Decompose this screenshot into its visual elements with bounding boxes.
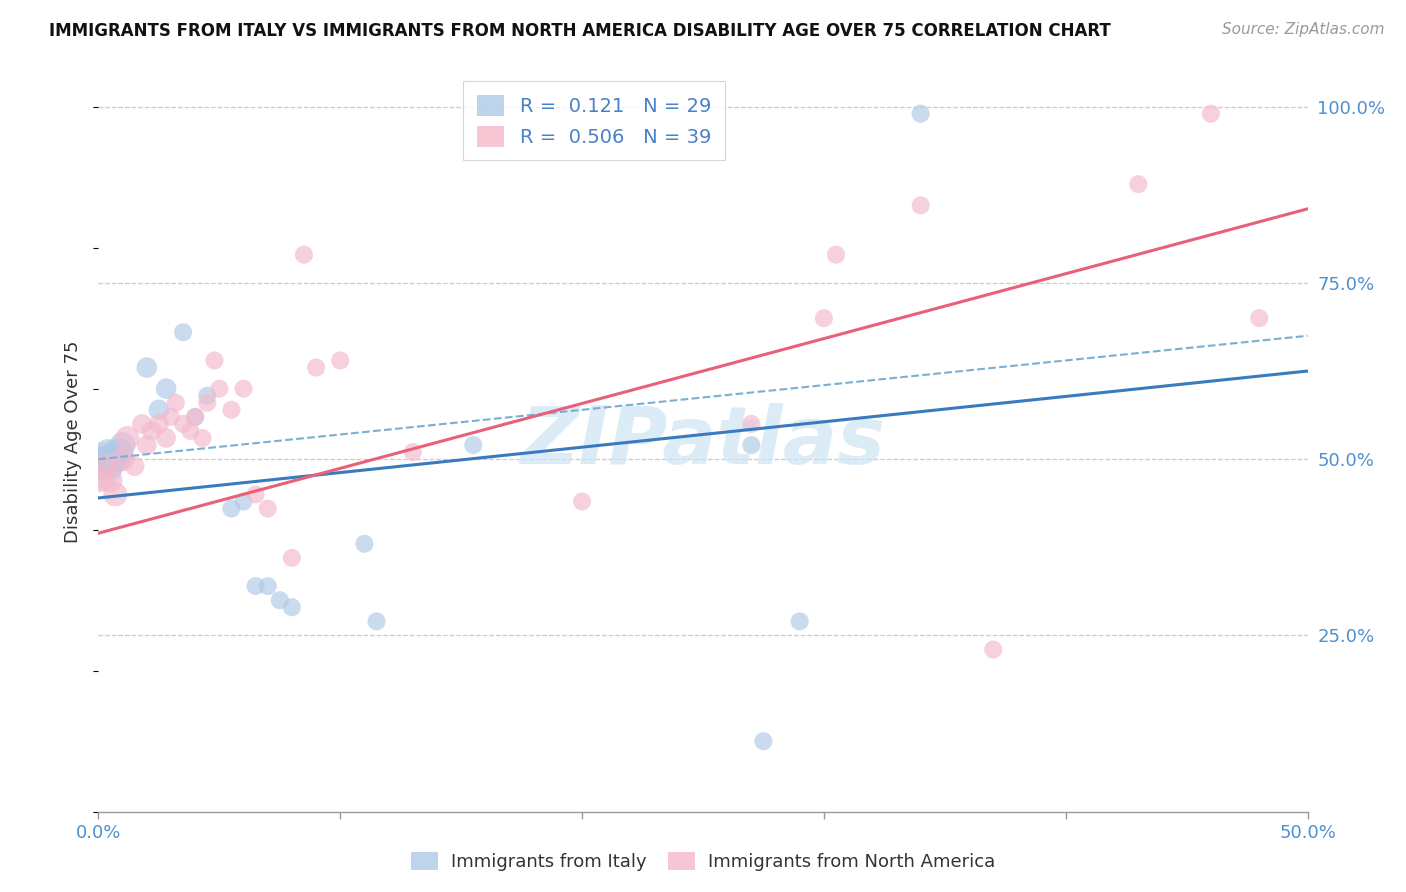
Point bbox=[97, 445, 120, 459]
Legend: Immigrants from Italy, Immigrants from North America: Immigrants from Italy, Immigrants from N… bbox=[404, 846, 1002, 879]
Point bbox=[305, 360, 328, 375]
Point bbox=[366, 615, 388, 629]
Point bbox=[131, 417, 153, 431]
Point bbox=[292, 248, 315, 262]
Point bbox=[104, 445, 127, 459]
Point bbox=[108, 445, 131, 459]
Point bbox=[148, 402, 170, 417]
Y-axis label: Disability Age Over 75: Disability Age Over 75 bbox=[65, 340, 83, 543]
Point bbox=[191, 431, 214, 445]
Point bbox=[117, 431, 139, 445]
Point bbox=[752, 734, 775, 748]
Legend: R =  0.121   N = 29, R =  0.506   N = 39: R = 0.121 N = 29, R = 0.506 N = 39 bbox=[464, 81, 725, 161]
Point bbox=[104, 487, 127, 501]
Point bbox=[740, 438, 762, 452]
Point bbox=[135, 360, 157, 375]
Point bbox=[221, 501, 243, 516]
Point bbox=[910, 198, 932, 212]
Point bbox=[1128, 177, 1150, 191]
Point bbox=[135, 438, 157, 452]
Point bbox=[141, 424, 163, 438]
Point bbox=[256, 501, 278, 516]
Point bbox=[269, 593, 291, 607]
Point bbox=[111, 452, 134, 467]
Point bbox=[160, 409, 183, 424]
Point bbox=[148, 417, 170, 431]
Point bbox=[825, 248, 848, 262]
Point bbox=[172, 325, 194, 339]
Point bbox=[208, 382, 231, 396]
Text: IMMIGRANTS FROM ITALY VS IMMIGRANTS FROM NORTH AMERICA DISABILITY AGE OVER 75 CO: IMMIGRANTS FROM ITALY VS IMMIGRANTS FROM… bbox=[49, 22, 1111, 40]
Point bbox=[111, 438, 134, 452]
Point bbox=[165, 396, 187, 410]
Point bbox=[87, 459, 110, 474]
Point bbox=[245, 487, 267, 501]
Point bbox=[124, 459, 146, 474]
Point bbox=[90, 473, 112, 487]
Point bbox=[155, 382, 177, 396]
Point bbox=[245, 579, 267, 593]
Point bbox=[789, 615, 811, 629]
Point bbox=[204, 353, 226, 368]
Text: ZIPatlas: ZIPatlas bbox=[520, 402, 886, 481]
Point bbox=[402, 445, 425, 459]
Point bbox=[281, 550, 304, 565]
Point bbox=[329, 353, 352, 368]
Point bbox=[256, 579, 278, 593]
Point bbox=[353, 537, 375, 551]
Point bbox=[281, 600, 304, 615]
Point bbox=[101, 452, 124, 467]
Point bbox=[179, 424, 201, 438]
Point bbox=[94, 459, 117, 474]
Point bbox=[232, 382, 254, 396]
Point bbox=[107, 452, 129, 467]
Point bbox=[91, 452, 114, 467]
Point bbox=[221, 402, 243, 417]
Point bbox=[94, 452, 117, 467]
Point bbox=[1199, 106, 1222, 120]
Point bbox=[232, 494, 254, 508]
Point bbox=[184, 409, 207, 424]
Point bbox=[155, 431, 177, 445]
Point bbox=[195, 389, 218, 403]
Point bbox=[195, 396, 218, 410]
Point bbox=[571, 494, 593, 508]
Point bbox=[1249, 311, 1271, 326]
Point bbox=[184, 409, 207, 424]
Point bbox=[463, 438, 485, 452]
Text: Source: ZipAtlas.com: Source: ZipAtlas.com bbox=[1222, 22, 1385, 37]
Point bbox=[172, 417, 194, 431]
Point bbox=[100, 473, 122, 487]
Point bbox=[100, 459, 122, 474]
Point bbox=[740, 417, 762, 431]
Point bbox=[813, 311, 835, 326]
Point bbox=[90, 459, 112, 474]
Point bbox=[981, 642, 1004, 657]
Point bbox=[910, 106, 932, 120]
